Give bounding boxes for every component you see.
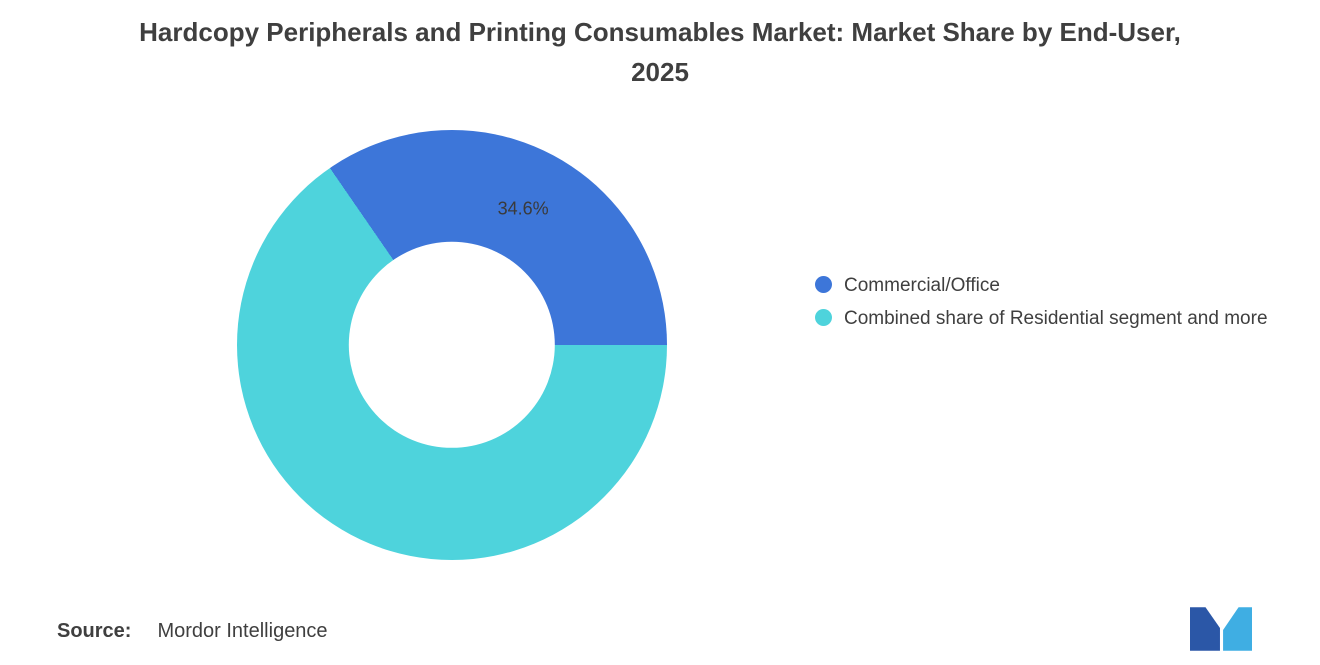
legend-dot-residential-combined (815, 308, 832, 326)
source-value: Mordor Intelligence (157, 620, 328, 642)
legend-item-commercial-office[interactable]: Commercial/Office (815, 272, 1268, 301)
source-line: Source: Mordor Intelligence (57, 620, 328, 643)
mordor-intelligence-logo (1190, 607, 1252, 651)
legend-dot-commercial-office (815, 276, 832, 293)
legend-label-residential-combined: Combined share of Residential segment an… (844, 307, 1268, 329)
legend: Commercial/Office Combined share of Resi… (815, 272, 1268, 333)
legend-label-commercial-office: Commercial/Office (844, 275, 1000, 296)
source-label: Source: (57, 620, 132, 642)
donut-chart[interactable]: 34.6% (237, 130, 667, 560)
chart-title: Hardcopy Peripherals and Printing Consum… (139, 17, 1181, 88)
logo-right-shape (1223, 607, 1252, 651)
legend-item-residential-combined[interactable]: Combined share of Residential segment an… (815, 305, 1268, 334)
donut-hole (348, 241, 556, 449)
slice-data-label: 34.6% (497, 198, 549, 219)
logo-left-shape (1190, 607, 1220, 651)
